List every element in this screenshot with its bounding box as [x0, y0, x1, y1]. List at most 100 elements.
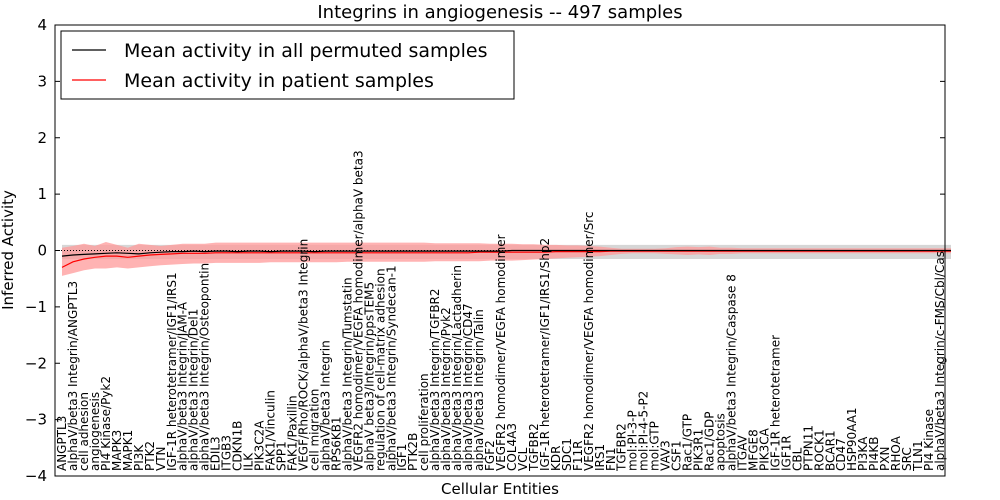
- entity-label: MFGE8: [746, 429, 760, 471]
- entity-label: ITGAV: [736, 434, 750, 471]
- entity-label: FN1: [604, 447, 618, 471]
- entity-label: TLN1: [911, 440, 925, 472]
- entity-label: angiogenesis: [88, 392, 102, 471]
- entity-label: alphaV/beta3 Integrin: [318, 340, 332, 471]
- entity-label: ROCK1: [812, 429, 826, 471]
- entity-label: alphaV/beta3 Integrin/Tumstatin: [340, 277, 354, 471]
- entity-label: PTPN11: [801, 425, 815, 471]
- entity-label: PIK3R1: [692, 429, 706, 471]
- entity-label: alphaV/beta3 Integrin/Talin: [472, 309, 486, 471]
- y-tick-label: −3: [25, 411, 47, 429]
- entity-label: HSP90AA1: [845, 407, 859, 471]
- entity-label: BCAR1: [823, 430, 837, 471]
- entity-label: EDIL3: [209, 436, 223, 471]
- legend-box: [60, 30, 515, 100]
- entity-label: KDR: [549, 446, 563, 471]
- entity-label: Rac1/GDP: [703, 412, 717, 471]
- entity-label: PI3K: [132, 444, 146, 471]
- entity-label: VEGF/Rho/ROCK/alphaV/beta3 Integrin: [296, 239, 310, 471]
- entity-label: SRC: [900, 447, 914, 471]
- entity-label: mol:PI-3-P: [626, 410, 640, 471]
- entity-label: IRS1: [593, 444, 607, 471]
- entity-label: ANGPTL3: [55, 416, 69, 471]
- entity-label: alphaV beta3/Integrin/ppsTEM5: [362, 282, 376, 471]
- entity-label: VAV3: [659, 440, 673, 471]
- entity-label: regulation of cell-matrix adhesion: [373, 268, 387, 471]
- entity-label: mol:GTP: [648, 421, 662, 471]
- entity-label: alphaV/beta3 Integrin/Pyk2: [439, 307, 453, 471]
- entity-label: CBL: [790, 447, 804, 471]
- entity-label: VCL: [516, 447, 530, 471]
- entity-label: PIK3CA: [757, 427, 771, 471]
- legend-label-patient: Mean activity in patient samples: [124, 70, 434, 92]
- y-tick-label: 1: [37, 185, 47, 203]
- entity-label: IGF1: [395, 444, 409, 471]
- entity-label: MAPK1: [121, 430, 135, 471]
- entity-label: alphaV/beta3 Integrin/Caspase 8: [725, 274, 739, 471]
- entity-label: apoptosis: [714, 413, 728, 471]
- entity-label: cell adhesion: [77, 392, 91, 471]
- entity-label: VEGFR2 homodimer/VEGFA homodimer/alphaV …: [351, 150, 365, 471]
- entity-label: PXN: [878, 447, 892, 471]
- y-tick-label: 0: [37, 242, 47, 260]
- entity-label: VEGFR2 homodimer/VEGFA homodimer/Src: [582, 211, 596, 471]
- entity-label: IGF-1R heterotetramer/IGF1/IRS1: [165, 272, 179, 471]
- entity-label: alphaV/beta3 Integrin/Lactadherin: [450, 265, 464, 471]
- x-axis-title: Cellular Entities: [441, 480, 559, 498]
- entity-label: CSF1: [670, 440, 684, 471]
- entity-label: PTK2: [143, 441, 157, 471]
- entity-label: PI4KB: [867, 436, 881, 471]
- entity-label: cell proliferation: [417, 373, 431, 471]
- entity-label: alphaV/beta3 Integrin/CD47: [461, 303, 475, 471]
- entity-label: FGF2: [483, 440, 497, 471]
- entity-label: F11R: [571, 440, 585, 471]
- entity-label: IGF1R: [779, 435, 793, 471]
- series-lines: [61, 249, 951, 268]
- entity-label: IGF-1R heterotetramer: [768, 335, 782, 471]
- entity-label: alphaV/beta3 Integrin/ANGPTL3: [66, 281, 80, 471]
- entity-label: CDKN1B: [231, 421, 245, 471]
- entity-label: PI4 Kinase: [922, 409, 936, 471]
- entity-label: PTK2B: [406, 433, 420, 471]
- entity-label: CD47: [834, 438, 848, 471]
- y-tick-label: 2: [37, 129, 47, 147]
- entity-label: RPS6KB1: [329, 416, 343, 471]
- entity-label: ILK: [242, 452, 256, 471]
- entity-label: alphaV/beta3 Integrin/Syndecan-1: [384, 265, 398, 471]
- entity-label: SDC1: [560, 438, 574, 471]
- chart-title: Integrins in angiogenesis -- 497 samples: [317, 2, 682, 23]
- y-tick-label: 4: [37, 16, 47, 34]
- entity-label: COL4A3: [505, 423, 519, 471]
- entity-label: Rac1/GTP: [681, 414, 695, 471]
- permuted-mean-line: [61, 249, 951, 257]
- entity-label: VEGFR2 homodimer/VEGFA homodimer: [494, 234, 508, 471]
- entity-label: PIK3C2A: [253, 420, 267, 471]
- y-tick-label: −2: [25, 354, 47, 372]
- legend-label-permuted: Mean activity in all permuted samples: [124, 40, 487, 62]
- entity-label: FAK1/Vinculin: [264, 390, 278, 471]
- entity-label: IGF-1R heterotetramer/IGF1/IRS1/Shp2: [538, 238, 552, 471]
- entity-label: PI4 Kinase/Pyk2: [99, 376, 113, 471]
- entity-label: alphaV/beta3 Integrin/JAM-A: [176, 301, 190, 471]
- entity-label: TGFBR2: [527, 423, 541, 472]
- entity-label: alphaV/beta3 Integrin/Del1: [187, 309, 201, 471]
- entity-label: PI3KA: [856, 436, 870, 471]
- entity-label: mol:PI-4-5-P2: [637, 391, 651, 471]
- entity-label: MAPK3: [110, 430, 124, 471]
- legend: Mean activity in all permuted samples Me…: [60, 30, 515, 100]
- entity-label: alphaV/beta3 Integrin/Osteopontin: [198, 263, 212, 471]
- entity-label: alphaV/beta3 Integrin/TGFBR2: [428, 288, 442, 471]
- y-axis: 4 3 2 1 0 −1 −2 −3 −4: [25, 16, 945, 485]
- y-tick-label: −4: [25, 467, 47, 485]
- entity-label: VTN: [154, 446, 168, 471]
- y-tick-label: −1: [25, 298, 47, 316]
- entity-label: ITGB3: [220, 435, 234, 471]
- entity-label: alphaV/beta3 Integrin/c-FMS/Cbl/Cas: [933, 251, 947, 471]
- entity-label: SPP1: [275, 441, 289, 471]
- y-tick-label: 3: [37, 72, 47, 90]
- entity-label: RHOA: [889, 435, 903, 471]
- entity-label: TGFBR2: [615, 423, 629, 472]
- y-axis-title: Inferred Activity: [0, 190, 17, 310]
